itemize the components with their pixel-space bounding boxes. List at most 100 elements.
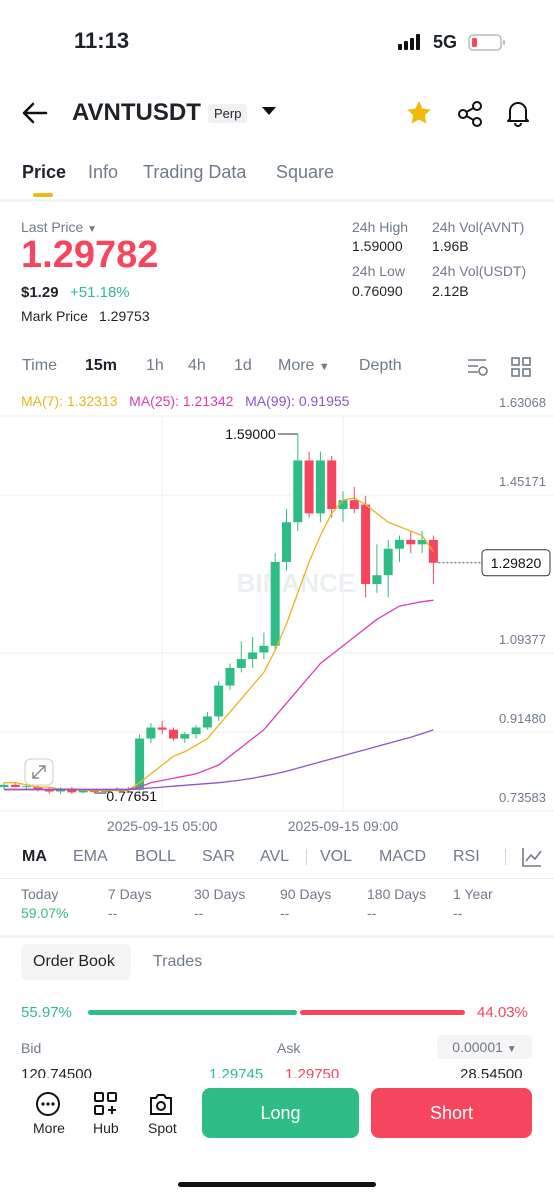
candle-body: [327, 460, 337, 509]
period-value: --: [194, 905, 204, 921]
back-button[interactable]: [20, 100, 50, 126]
tab-pill: [21, 944, 131, 980]
last-price-label: 1.29820: [491, 555, 542, 571]
indicator[interactable]: AVL: [260, 848, 290, 865]
candle-body: [10, 784, 20, 788]
period-label: 1 Year: [453, 886, 493, 902]
candle-body: [315, 460, 325, 514]
candle-body: [304, 460, 314, 514]
candlestick-chart: BINANCE 0.73583 0.91480 1.09377 1.45171 1.630…: [0, 395, 554, 834]
candle-body: [349, 500, 359, 509]
tab[interactable]: Trading Data: [143, 162, 247, 182]
period-value: --: [367, 905, 377, 921]
tab[interactable]: Trades: [153, 953, 203, 970]
period-label: 180 Days: [367, 886, 427, 902]
alert-bell[interactable]: [504, 99, 532, 127]
y-tick-label: 1.09377: [499, 632, 546, 647]
tab[interactable]: Info: [88, 162, 119, 182]
ma-label: MA(99): 0.91955: [245, 393, 350, 409]
candle-body: [395, 539, 404, 549]
indicator[interactable]: BOLL: [135, 848, 176, 865]
ma-label: MA(7): 1.32313: [21, 393, 118, 409]
period-label: 90 Days: [280, 886, 332, 902]
candle-body: [225, 667, 235, 686]
tab-underline: [33, 193, 53, 197]
favorite-star[interactable]: [405, 99, 433, 127]
last-price: 1.29782: [21, 234, 159, 276]
interval[interactable]: 1h: [146, 357, 164, 374]
indicator[interactable]: MA: [22, 848, 47, 865]
candle-body: [146, 727, 156, 739]
interval[interactable]: More ▼: [278, 357, 330, 375]
interval[interactable]: Time: [22, 357, 57, 374]
candle-body: [361, 504, 371, 585]
indicator[interactable]: VOL: [320, 848, 353, 865]
indicator-settings[interactable]: [521, 846, 543, 868]
bid-ratio: 55.97%: [21, 1004, 72, 1021]
candle-body: [270, 561, 280, 646]
candle-body: [67, 788, 77, 793]
y-tick-label: 1.45171: [499, 474, 546, 489]
candle-body: [191, 727, 201, 735]
candle-body: [33, 787, 43, 790]
candle-body: [214, 685, 224, 717]
stat-label: 24h Vol(USDT): [432, 263, 527, 279]
candle-body: [180, 734, 190, 739]
interval[interactable]: 1d: [234, 357, 252, 374]
interval[interactable]: Depth: [359, 357, 402, 374]
y-tick-label: 0.91480: [499, 711, 546, 726]
candle-body: [372, 575, 382, 585]
nav-item[interactable]: Spot: [148, 1120, 177, 1136]
candle-body: [383, 548, 393, 576]
long-button[interactable]: Long: [202, 1088, 359, 1138]
candle-body: [169, 729, 178, 739]
indicator[interactable]: SAR: [202, 848, 235, 865]
divider: [0, 878, 554, 879]
expand-icon: [32, 765, 46, 779]
period-label: 30 Days: [194, 886, 246, 902]
label: More: [278, 357, 315, 374]
home-indicator: [178, 1182, 376, 1187]
candle-body: [417, 539, 427, 545]
candle-body: [78, 790, 88, 793]
stat-value: 0.76090: [352, 283, 403, 299]
mark-price: 1.29753: [99, 308, 150, 324]
candle-body: [157, 727, 167, 730]
network: 5G: [433, 32, 458, 52]
watermark: BINANCE: [237, 568, 355, 598]
tick-size[interactable]: 0.00001 ▼: [437, 1035, 532, 1059]
candle-body: [22, 786, 32, 788]
indicator[interactable]: EMA: [73, 848, 108, 865]
tab[interactable]: Square: [276, 162, 335, 182]
nav-item[interactable]: Hub: [93, 1120, 119, 1136]
clock: 11:13: [74, 28, 130, 53]
candle-body: [259, 645, 269, 653]
candle-body: [282, 522, 291, 562]
tab[interactable]: Price: [22, 162, 67, 182]
y-tick-label: 0.73583: [499, 790, 546, 805]
symbol[interactable]: AVNTUSDT: [72, 99, 201, 126]
candle-body: [293, 460, 303, 523]
candle-body: [89, 790, 99, 792]
period-value: --: [108, 905, 118, 921]
interval[interactable]: 4h: [188, 357, 206, 374]
caret: ▼: [318, 361, 330, 373]
chart-tools[interactable]: [466, 355, 534, 379]
period-value: 59.07%: [21, 905, 69, 921]
candle-body: [44, 789, 54, 792]
share-button[interactable]: [456, 100, 484, 128]
interval[interactable]: 15m: [85, 357, 118, 374]
candle-body: [0, 784, 9, 788]
tab[interactable]: Order Book: [33, 953, 115, 970]
last-price-label: Last Price ▼: [21, 219, 97, 235]
candle-body: [236, 659, 246, 668]
indicator[interactable]: RSI: [453, 848, 480, 865]
indicator[interactable]: MACD: [379, 848, 427, 865]
symbol-dropdown[interactable]: [262, 106, 276, 116]
nav-item[interactable]: More: [33, 1120, 65, 1136]
candle-body: [202, 716, 212, 728]
stat-value: 1.59000: [352, 238, 403, 254]
period-label: Today: [21, 886, 59, 902]
short-button[interactable]: Short: [371, 1088, 532, 1138]
divider: [0, 935, 554, 938]
